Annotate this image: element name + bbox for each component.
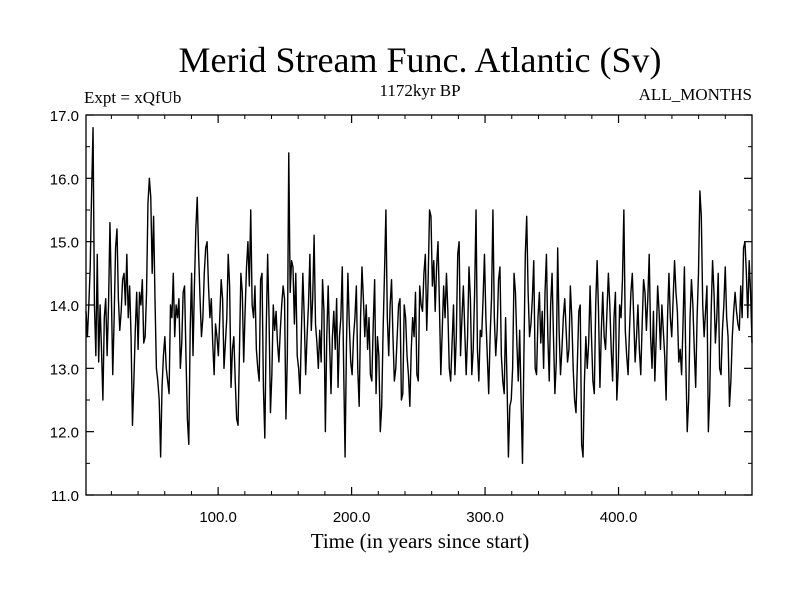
x-tick-label: 200.0 (333, 509, 371, 526)
experiment-label: Expt = xQfUb (84, 88, 181, 107)
y-tick-label: 13.0 (50, 361, 79, 378)
y-tick-label: 11.0 (51, 488, 79, 505)
series-line (85, 126, 753, 465)
x-tick-label: 100.0 (199, 509, 237, 526)
x-axis: 100.0 200.0 300.0 400.0 (110, 115, 726, 526)
period-label: 1172kyr BP (379, 81, 460, 100)
x-axis-label: Time (in years since start) (311, 529, 530, 553)
chart-title: Merid Stream Func. Atlantic (Sv) (179, 40, 662, 80)
y-axis: 11.0 12.0 13.0 14.0 15.0 16.0 17.0 (50, 108, 752, 505)
months-label: ALL_MONTHS (639, 85, 752, 104)
y-tick-label: 17.0 (50, 108, 79, 125)
y-tick-label: 14.0 (50, 298, 79, 315)
y-tick-label: 12.0 (50, 425, 79, 442)
x-tick-label: 400.0 (600, 509, 638, 526)
y-tick-label: 16.0 (50, 171, 79, 188)
y-tick-label: 15.0 (50, 235, 79, 252)
plot-frame (85, 114, 753, 496)
x-tick-label: 300.0 (466, 509, 504, 526)
